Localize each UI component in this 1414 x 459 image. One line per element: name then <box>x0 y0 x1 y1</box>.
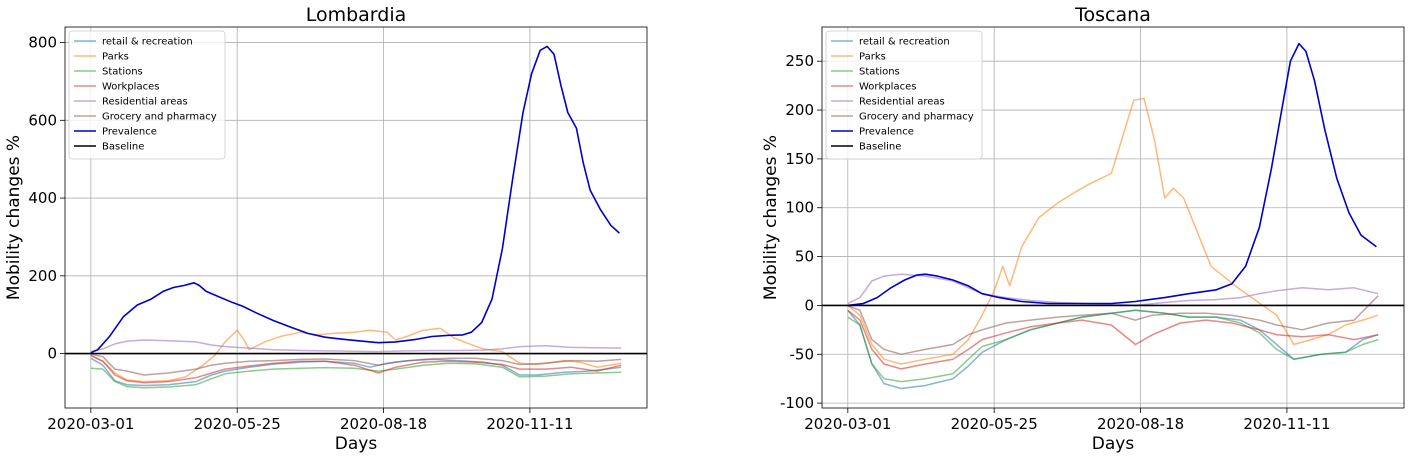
series-line-stations <box>90 362 622 389</box>
legend-label: retail & recreation <box>859 37 950 48</box>
x-tick-label: 2020-11-11 <box>1243 415 1330 433</box>
series-line-prevalence <box>847 42 1377 307</box>
legend-label: Residential areas <box>859 97 945 108</box>
x-tick-label: 2020-03-01 <box>804 415 891 433</box>
y-tick-label: 150 <box>785 150 814 168</box>
series-line-workplaces <box>847 309 1379 370</box>
legend-label: Grocery and pharmacy <box>859 112 974 123</box>
x-tick-label: 2020-03-01 <box>47 415 134 433</box>
y-tick-label: 800 <box>28 34 57 52</box>
y-tick-label: 200 <box>785 101 814 119</box>
series-line-retail-recreation <box>90 357 622 387</box>
legend-box <box>68 30 226 160</box>
legend-box <box>825 30 983 160</box>
x-tick-label: 2020-08-18 <box>340 415 427 433</box>
legend-label: Parks <box>102 52 129 63</box>
y-axis-label: Mobility changes % <box>4 135 24 300</box>
y-tick-label: 0 <box>47 345 57 363</box>
y-tick-label: 0 <box>804 296 814 314</box>
axes-frame <box>821 26 1405 409</box>
legend: retail & recreation Parks Stations Workplac… <box>68 30 226 160</box>
series-line-grocery-and-pharmacy <box>90 353 622 376</box>
chart-panel-0: 2020-03-01 2020-05-25 2020-08-18 2020-11-11… <box>4 4 648 454</box>
series-line-parks <box>847 97 1379 365</box>
y-tick-label: 50 <box>795 248 814 266</box>
x-tick-label: 2020-05-25 <box>951 415 1038 433</box>
legend-label: Prevalence <box>859 127 914 138</box>
plot-area <box>847 42 1379 390</box>
legend-label: Prevalence <box>102 127 157 138</box>
legend: retail & recreation Parks Stations Workplac… <box>825 30 983 160</box>
legend-label: Stations <box>102 67 143 78</box>
x-axis-label: Days <box>335 434 378 454</box>
legend-label: Workplaces <box>859 82 916 93</box>
axes-frame <box>64 26 648 409</box>
legend-label: Residential areas <box>102 97 188 108</box>
y-tick-label: 200 <box>28 267 57 285</box>
y-tick-label: -50 <box>790 345 815 363</box>
series-line-stations <box>847 309 1379 383</box>
x-tick-label: 2020-11-11 <box>486 415 573 433</box>
legend-label: Stations <box>859 67 900 78</box>
x-tick-label: 2020-08-18 <box>1097 415 1184 433</box>
legend-label: retail & recreation <box>102 37 193 48</box>
x-tick-label: 2020-05-25 <box>194 415 281 433</box>
legend-label: Workplaces <box>102 82 159 93</box>
legend-label: Grocery and pharmacy <box>102 112 217 123</box>
legend-label: Baseline <box>859 142 901 153</box>
y-tick-label: 250 <box>785 52 814 70</box>
series-line-prevalence <box>90 45 620 354</box>
y-tick-label: -100 <box>780 394 814 412</box>
legend-label: Parks <box>859 52 886 63</box>
chart-panel-1: 2020-03-01 2020-05-25 2020-08-18 2020-11-11… <box>761 4 1405 454</box>
series-line-residential-areas <box>90 339 622 353</box>
x-axis-label: Days <box>1092 434 1135 454</box>
chart-title: Toscana <box>1074 4 1151 26</box>
series-line-parks <box>90 327 622 383</box>
plot-area <box>90 45 622 389</box>
y-tick-label: 100 <box>785 199 814 217</box>
y-tick-label: 600 <box>28 111 57 129</box>
series-line-grocery-and-pharmacy <box>847 295 1379 356</box>
series-line-residential-areas <box>847 273 1379 307</box>
legend-label: Baseline <box>102 142 144 153</box>
y-axis-label: Mobility changes % <box>761 135 781 300</box>
series-line-workplaces <box>90 354 622 384</box>
chart-title: Lombardia <box>306 4 407 26</box>
y-tick-label: 400 <box>28 189 57 207</box>
